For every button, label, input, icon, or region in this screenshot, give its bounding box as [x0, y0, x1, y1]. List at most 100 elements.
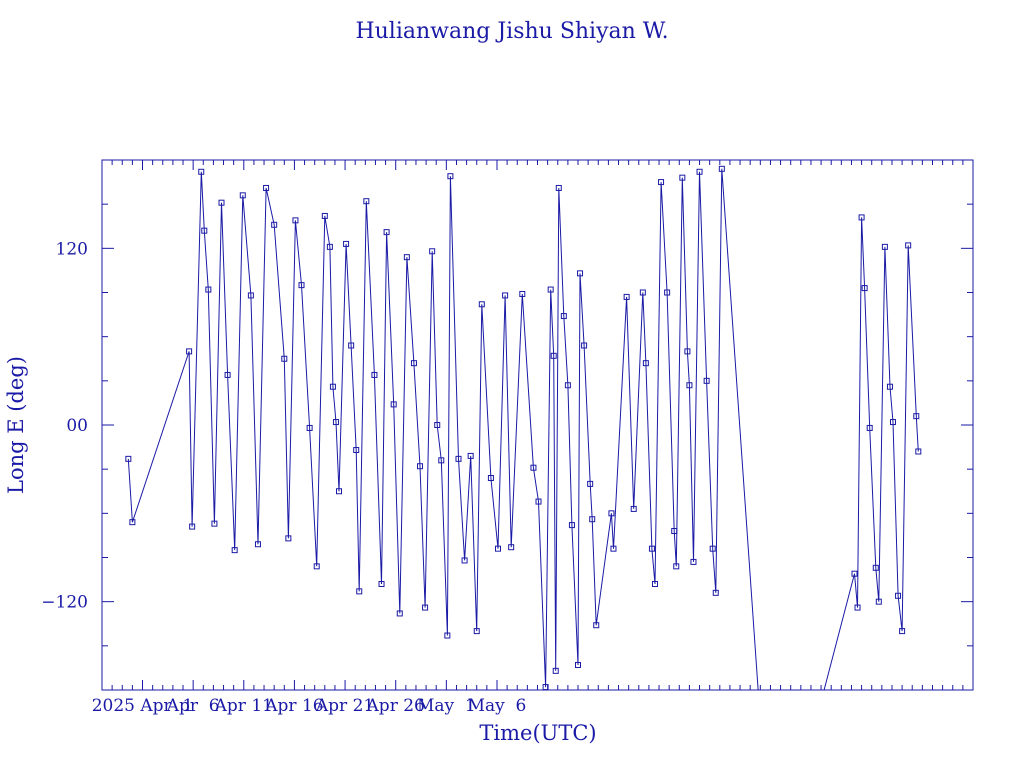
- data-point: [568, 522, 575, 529]
- data-point: [684, 348, 691, 355]
- data-point: [189, 523, 196, 530]
- data-point: [396, 610, 403, 617]
- data-point: [201, 227, 208, 234]
- data-point: [696, 168, 703, 175]
- data-point: [589, 516, 596, 523]
- data-point: [467, 452, 474, 459]
- data-point: [348, 342, 355, 349]
- data-point: [438, 457, 445, 464]
- data-point: [508, 544, 515, 551]
- data-point: [686, 382, 693, 389]
- data-point: [575, 661, 582, 668]
- axis-ticks: [101, 159, 974, 691]
- data-point: [658, 179, 665, 186]
- data-point: [254, 541, 261, 548]
- data-point: [371, 371, 378, 378]
- data-point: [913, 413, 920, 420]
- data-point: [671, 528, 678, 534]
- series-line: [127, 168, 919, 690]
- data-point: [564, 382, 571, 389]
- data-point: [872, 564, 879, 571]
- data-point: [329, 383, 336, 390]
- data-point: [205, 286, 212, 293]
- data-point: [861, 285, 868, 292]
- data-point: [630, 505, 637, 512]
- data-point: [502, 292, 509, 299]
- data-point: [866, 424, 873, 431]
- data-point: [530, 464, 537, 471]
- data-point: [231, 547, 238, 554]
- data-point: [363, 198, 370, 205]
- data-point: [343, 240, 350, 247]
- data-point: [495, 545, 502, 552]
- data-point: [642, 360, 649, 367]
- data-point: [332, 419, 339, 426]
- data-point: [623, 293, 630, 300]
- data-point: [417, 463, 424, 470]
- data-point: [690, 558, 697, 565]
- y-tick-label: 00: [66, 416, 88, 436]
- data-point: [313, 563, 320, 570]
- data-point: [552, 667, 559, 674]
- data-point: [473, 628, 480, 635]
- chart-title: Hulianwang Jishu Shiyan W.: [355, 19, 668, 44]
- data-point: [198, 168, 205, 175]
- data-point: [535, 498, 542, 505]
- data-point: [608, 510, 615, 517]
- data-point: [664, 289, 671, 296]
- data-point: [718, 165, 725, 172]
- x-tick-label: Apr 26: [366, 696, 425, 716]
- data-point: [186, 348, 193, 355]
- data-point: [211, 520, 218, 527]
- data-point: [915, 448, 922, 455]
- y-tick-label: 120: [56, 239, 88, 259]
- data-point: [679, 174, 686, 181]
- data-point: [881, 243, 888, 250]
- data-point: [239, 192, 246, 199]
- data-point: [298, 282, 305, 289]
- data-point: [378, 581, 385, 587]
- data-point: [519, 290, 526, 297]
- data-point: [593, 622, 600, 629]
- data-point: [218, 199, 225, 206]
- data-point: [581, 342, 588, 349]
- data-point: [129, 519, 136, 526]
- data-point: [648, 545, 655, 552]
- data-point: [547, 286, 554, 293]
- data-point: [403, 254, 410, 261]
- x-tick-label: Apr 11: [214, 696, 273, 716]
- data-point: [895, 592, 902, 599]
- x-tick-label: 2025 Apr 1: [92, 696, 194, 716]
- data-point: [263, 184, 270, 191]
- data-point: [851, 570, 858, 577]
- data-point: [247, 292, 254, 299]
- data-point: [639, 289, 646, 296]
- data-point: [555, 184, 562, 191]
- data-point: [673, 563, 680, 570]
- data-point: [886, 383, 893, 390]
- x-tick-label: Apr 6: [166, 696, 220, 716]
- data-point: [889, 419, 896, 426]
- data-point: [455, 455, 462, 462]
- data-point: [858, 214, 865, 221]
- data-point: [410, 360, 417, 367]
- data-point: [292, 217, 299, 224]
- data-point: [854, 604, 861, 611]
- data-point: [125, 455, 132, 462]
- x-axis-label: Time(UTC): [479, 721, 596, 745]
- y-tick-label: −120: [41, 593, 88, 613]
- x-tick-label: May 1: [417, 696, 476, 716]
- data-point: [422, 604, 429, 611]
- data-point: [271, 221, 278, 228]
- data-point: [444, 632, 451, 639]
- data-point: [478, 301, 485, 308]
- data-point: [383, 229, 390, 236]
- x-tick-label: May 6: [468, 696, 527, 716]
- data-point: [712, 589, 719, 596]
- data-point: [899, 628, 906, 635]
- data-point: [610, 545, 617, 552]
- series-layer: [125, 165, 922, 690]
- data-point: [709, 545, 716, 552]
- data-point: [550, 352, 557, 359]
